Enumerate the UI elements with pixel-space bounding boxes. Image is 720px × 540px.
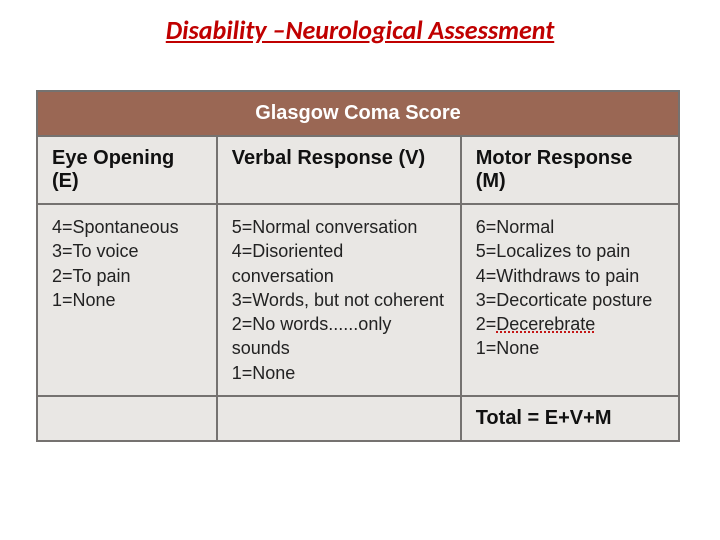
slide: Disability –Neurological Assessment Glas…: [0, 0, 720, 540]
gcs-squiggle-word: Decerebrate: [496, 314, 595, 334]
gcs-line: 1=None: [52, 288, 202, 312]
gcs-body-row: 4=Spontaneous3=To voice2=To pain1=None 5…: [37, 204, 679, 396]
gcs-line: 5=Normal conversation: [232, 215, 446, 239]
gcs-cell-m: 6=Normal5=Localizes to pain4=Withdraws t…: [461, 204, 679, 396]
gcs-col-header-v: Verbal Response (V): [217, 136, 461, 204]
gcs-total-empty-e: [37, 396, 217, 441]
gcs-cell-v: 5=Normal conversation4=Disoriented conve…: [217, 204, 461, 396]
gcs-line: 1=None: [232, 361, 446, 385]
gcs-line: 4=Withdraws to pain: [476, 264, 664, 288]
gcs-col-header-m: Motor Response (M): [461, 136, 679, 204]
gcs-total-row: Total = E+V+M: [37, 396, 679, 441]
gcs-line: 1=None: [476, 336, 664, 360]
gcs-line: 3=To voice: [52, 239, 202, 263]
gcs-caption-row: Glasgow Coma Score: [37, 91, 679, 136]
gcs-table: Glasgow Coma Score Eye Opening (E) Verba…: [36, 90, 680, 442]
gcs-total-label: Total = E+V+M: [461, 396, 679, 441]
gcs-line: 2=Decerebrate: [476, 312, 664, 336]
gcs-line: 6=Normal: [476, 215, 664, 239]
gcs-col-header-e: Eye Opening (E): [37, 136, 217, 204]
slide-title-wrap: Disability –Neurological Assessment: [0, 0, 720, 54]
gcs-cell-e: 4=Spontaneous3=To voice2=To pain1=None: [37, 204, 217, 396]
gcs-line: 3=Decorticate posture: [476, 288, 664, 312]
gcs-line: 3=Words, but not coherent: [232, 288, 446, 312]
gcs-header-row: Eye Opening (E) Verbal Response (V) Moto…: [37, 136, 679, 204]
gcs-caption: Glasgow Coma Score: [37, 91, 679, 136]
gcs-line: 5=Localizes to pain: [476, 239, 664, 263]
gcs-total-empty-v: [217, 396, 461, 441]
gcs-line: 2=No words......only sounds: [232, 312, 446, 361]
slide-title: Disability –Neurological Assessment: [166, 14, 554, 46]
gcs-line: 4=Disoriented conversation: [232, 239, 446, 288]
gcs-line: 2=To pain: [52, 264, 202, 288]
gcs-line: 4=Spontaneous: [52, 215, 202, 239]
gcs-table-wrap: Glasgow Coma Score Eye Opening (E) Verba…: [36, 90, 680, 442]
